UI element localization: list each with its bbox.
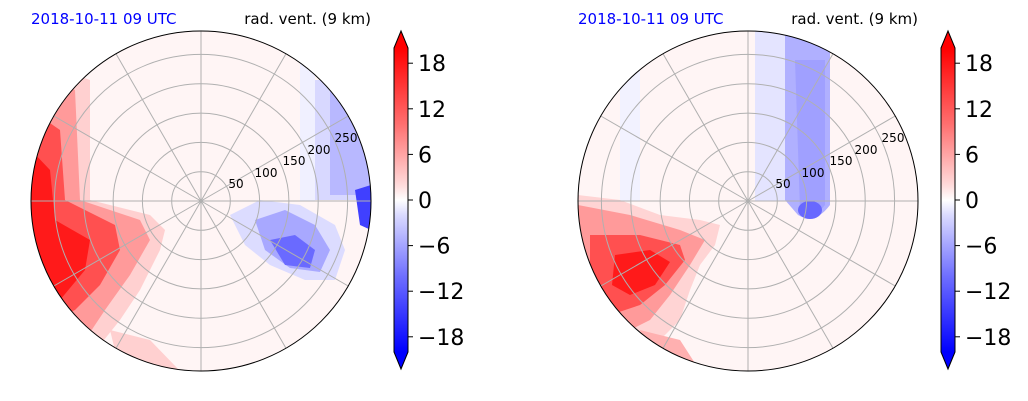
colorbar-tick-label: 18 (418, 52, 446, 77)
r-tick-label: 250 (882, 131, 905, 145)
colorbar-tick-label: −18 (965, 326, 1011, 351)
colorbar-tick-label: −6 (965, 235, 997, 260)
colorbar-extend-top (394, 31, 408, 48)
negative-strip (620, 31, 640, 201)
grid-spoke (600, 115, 749, 202)
grid-spoke (662, 53, 749, 202)
title-variable: rad. vent. (9 km) (244, 10, 371, 28)
polar-frame (30, 30, 372, 372)
colorbar-extend-bottom (394, 352, 408, 369)
polar-grid-left (31, 31, 371, 371)
grid-spoke (200, 200, 349, 287)
grid-spoke (200, 200, 287, 349)
colorbar-tick-label: 0 (418, 189, 432, 214)
colorbar-ticks-left: 18 12 6 0 −6 −12 −18 (408, 52, 464, 351)
colorbar-extend-bottom (941, 352, 955, 369)
r-tick-label: 150 (830, 154, 853, 168)
title-time: 2018-10-11 09 UTC (31, 10, 177, 28)
colorbar-outline (393, 29, 409, 371)
title-variable: rad. vent. (9 km) (791, 10, 918, 28)
colorbar-tick-label: 12 (965, 98, 993, 123)
colorbar-tick-label: −12 (965, 280, 1011, 305)
grid-spoke (747, 200, 896, 287)
colorbar-tick-label: 12 (418, 98, 446, 123)
colorbar-extend-top (941, 31, 955, 48)
title-time: 2018-10-11 09 UTC (578, 10, 724, 28)
polar-plot-left: 50 100 150 200 250 2018-10-11 09 UTC rad… (30, 10, 372, 372)
r-tick-label: 100 (255, 166, 278, 180)
colorbar-ticks-right: 18 12 6 0 −6 −12 −18 (955, 52, 1011, 351)
grid-spoke (662, 200, 749, 349)
polar-plot-right: 50 100 150 200 250 2018-10-11 09 UTC rad… (577, 10, 919, 372)
grid-spoke (747, 115, 896, 202)
grid-spoke (200, 115, 349, 202)
grid-spoke (747, 53, 834, 202)
colorbar-right: 18 12 6 0 −6 −12 −18 (940, 29, 1011, 371)
r-tick-label: 150 (283, 154, 306, 168)
negative-region (355, 185, 371, 230)
grid-spoke (115, 53, 202, 202)
colorbar-tick-label: 18 (965, 52, 993, 77)
r-tick-label: 100 (802, 166, 825, 180)
grid-spoke (200, 53, 287, 202)
polar-grid-right (578, 31, 918, 371)
colorbar-tick-label: 6 (418, 143, 432, 168)
colorbar-tick-label: −12 (418, 280, 464, 305)
grid-spoke (53, 115, 202, 202)
colorbar-gradient (394, 48, 408, 352)
r-tick-label: 200 (308, 143, 331, 157)
colorbar-outline (940, 29, 956, 371)
grid-spoke (747, 200, 834, 349)
r-tick-label: 250 (335, 131, 358, 145)
grid-spoke (600, 200, 749, 287)
r-tick-label: 200 (855, 143, 878, 157)
grid-spoke (53, 200, 202, 287)
polar-frame (577, 30, 919, 372)
r-tick-label: 50 (228, 177, 243, 191)
negative-region (798, 201, 822, 219)
negative-region (795, 60, 825, 215)
colorbar-tick-label: −18 (418, 326, 464, 351)
negative-strip (300, 31, 315, 201)
r-tick-label: 50 (775, 177, 790, 191)
colorbar-gradient (941, 48, 955, 352)
colorbar-tick-label: 0 (965, 189, 979, 214)
colorbar-left: 18 12 6 0 −6 −12 −18 (393, 29, 464, 371)
negative-region (270, 235, 315, 268)
colorbar-tick-label: −6 (418, 235, 450, 260)
colorbar-tick-label: 6 (965, 143, 979, 168)
grid-spoke (115, 200, 202, 349)
